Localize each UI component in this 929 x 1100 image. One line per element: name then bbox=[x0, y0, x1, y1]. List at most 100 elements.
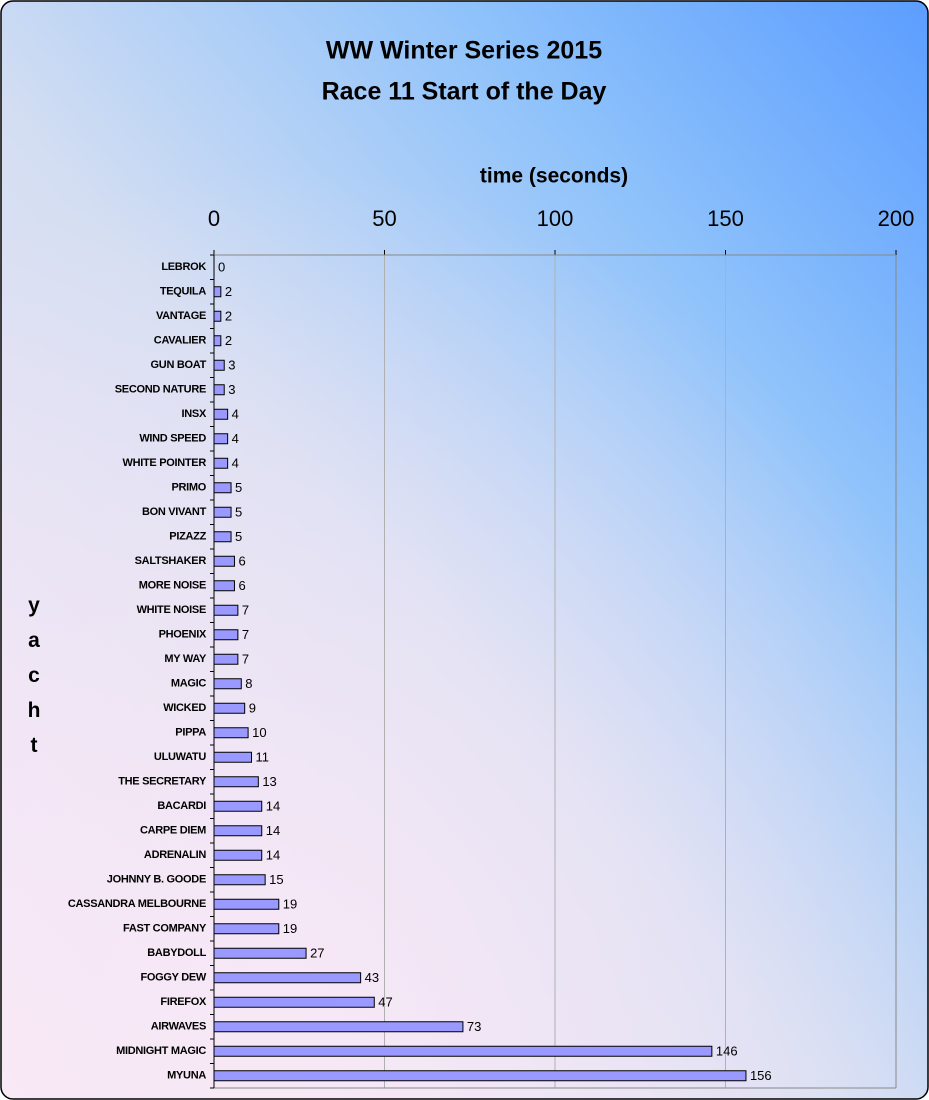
bar bbox=[213, 359, 225, 371]
bar bbox=[213, 996, 375, 1008]
y-tick-label: VANTAGE bbox=[156, 310, 206, 322]
y-tick-label: WHITE NOISE bbox=[137, 604, 206, 616]
y-tick-label: PIZAZZ bbox=[169, 531, 206, 543]
x-axis-label: time (seconds) bbox=[480, 165, 628, 188]
data-label: 5 bbox=[235, 505, 242, 520]
y-tick-label: CAVALIER bbox=[154, 335, 207, 347]
data-label: 5 bbox=[235, 480, 242, 495]
y-tick-label: AIRWAVES bbox=[151, 1021, 206, 1033]
bar bbox=[213, 629, 239, 641]
bar bbox=[213, 310, 222, 322]
y-tick-label: BACARDI bbox=[157, 800, 206, 812]
data-label: 14 bbox=[266, 823, 280, 838]
data-label: 27 bbox=[310, 946, 324, 961]
bar bbox=[213, 457, 229, 469]
bar bbox=[213, 482, 232, 494]
data-label: 11 bbox=[256, 750, 270, 765]
bar bbox=[213, 506, 232, 518]
data-label: 19 bbox=[283, 921, 297, 936]
bar bbox=[213, 580, 235, 592]
y-tick-label: WIND SPEED bbox=[139, 433, 206, 445]
bar bbox=[213, 751, 253, 763]
bar bbox=[213, 849, 263, 861]
y-tick-label: MIDNIGHT MAGIC bbox=[116, 1045, 206, 1057]
y-tick-label: THE SECRETARY bbox=[118, 776, 207, 788]
data-label: 6 bbox=[238, 554, 245, 569]
data-label: 6 bbox=[238, 578, 245, 593]
data-label: 7 bbox=[242, 627, 249, 642]
data-label: 8 bbox=[245, 676, 252, 691]
y-tick-label: FOGGY DEW bbox=[140, 972, 206, 984]
bar bbox=[213, 702, 246, 714]
y-tick-label: SECOND NATURE bbox=[115, 384, 206, 396]
data-label: 9 bbox=[249, 701, 256, 716]
y-tick-label: GUN BOAT bbox=[151, 359, 207, 371]
y-tick-label: MY WAY bbox=[164, 653, 207, 665]
bar bbox=[213, 947, 307, 959]
y-tick-label: WHITE POINTER bbox=[123, 457, 207, 469]
bar bbox=[213, 408, 229, 420]
bar bbox=[213, 972, 362, 984]
y-tick-label: FAST COMPANY bbox=[123, 923, 207, 935]
bar bbox=[213, 433, 229, 445]
y-tick-label: INSX bbox=[182, 408, 207, 420]
y-axis-label: yacht bbox=[27, 594, 41, 757]
y-tick-label: CARPE DIEM bbox=[140, 825, 206, 837]
y-tick-label: WICKED bbox=[163, 702, 206, 714]
data-label: 14 bbox=[266, 848, 280, 863]
data-label: 15 bbox=[269, 872, 283, 887]
y-tick-label: PHOENIX bbox=[159, 629, 207, 641]
x-tick-label: 100 bbox=[537, 206, 574, 231]
y-tick-label: MYUNA bbox=[167, 1070, 206, 1082]
data-label: 2 bbox=[225, 309, 232, 324]
data-label: 13 bbox=[262, 774, 276, 789]
y-tick-label: PIPPA bbox=[175, 727, 206, 739]
y-tick-label: CASSANDRA MELBOURNE bbox=[68, 898, 206, 910]
y-tick-label: JOHNNY B. GOODE bbox=[107, 874, 206, 886]
x-tick-label: 0 bbox=[208, 206, 220, 231]
data-label: 3 bbox=[228, 358, 235, 373]
data-label: 47 bbox=[378, 995, 392, 1010]
bar bbox=[213, 825, 263, 837]
data-label: 5 bbox=[235, 529, 242, 544]
data-label: 14 bbox=[266, 799, 280, 814]
bar bbox=[213, 1070, 747, 1082]
chart-title: Race 11 Start of the Day bbox=[322, 78, 607, 106]
data-label: 7 bbox=[242, 652, 249, 667]
bar bbox=[213, 776, 259, 788]
data-label: 156 bbox=[750, 1068, 772, 1083]
data-label: 43 bbox=[365, 970, 379, 985]
y-tick-label: LEBROK bbox=[161, 261, 206, 273]
bar bbox=[213, 923, 280, 935]
bar bbox=[213, 335, 222, 347]
data-label: 2 bbox=[225, 333, 232, 348]
data-label: 10 bbox=[252, 725, 266, 740]
bar bbox=[213, 1045, 713, 1057]
bar bbox=[213, 604, 239, 616]
bar bbox=[213, 286, 222, 298]
bar bbox=[213, 874, 266, 886]
data-label: 3 bbox=[228, 382, 235, 397]
bar bbox=[213, 800, 263, 812]
data-label: 4 bbox=[232, 456, 239, 471]
y-tick-label: MORE NOISE bbox=[139, 580, 206, 592]
y-tick-label: SALTSHAKER bbox=[135, 555, 207, 567]
data-label: 0 bbox=[218, 260, 225, 275]
y-tick-label: BON VIVANT bbox=[142, 506, 207, 518]
y-tick-label: PRIMO bbox=[171, 482, 206, 494]
y-tick-label: BABYDOLL bbox=[147, 947, 206, 959]
bar bbox=[213, 555, 235, 567]
data-label: 4 bbox=[232, 431, 239, 446]
y-tick-label: MAGIC bbox=[171, 678, 207, 690]
x-tick-label: 200 bbox=[878, 206, 915, 231]
y-tick-label: ULUWATU bbox=[154, 751, 206, 763]
bar bbox=[213, 384, 225, 396]
data-label: 2 bbox=[225, 284, 232, 299]
x-tick-label: 50 bbox=[372, 206, 396, 231]
bar bbox=[213, 1021, 464, 1033]
bar bbox=[213, 531, 232, 543]
bar bbox=[213, 727, 249, 739]
y-tick-label: FIREFOX bbox=[160, 996, 207, 1008]
